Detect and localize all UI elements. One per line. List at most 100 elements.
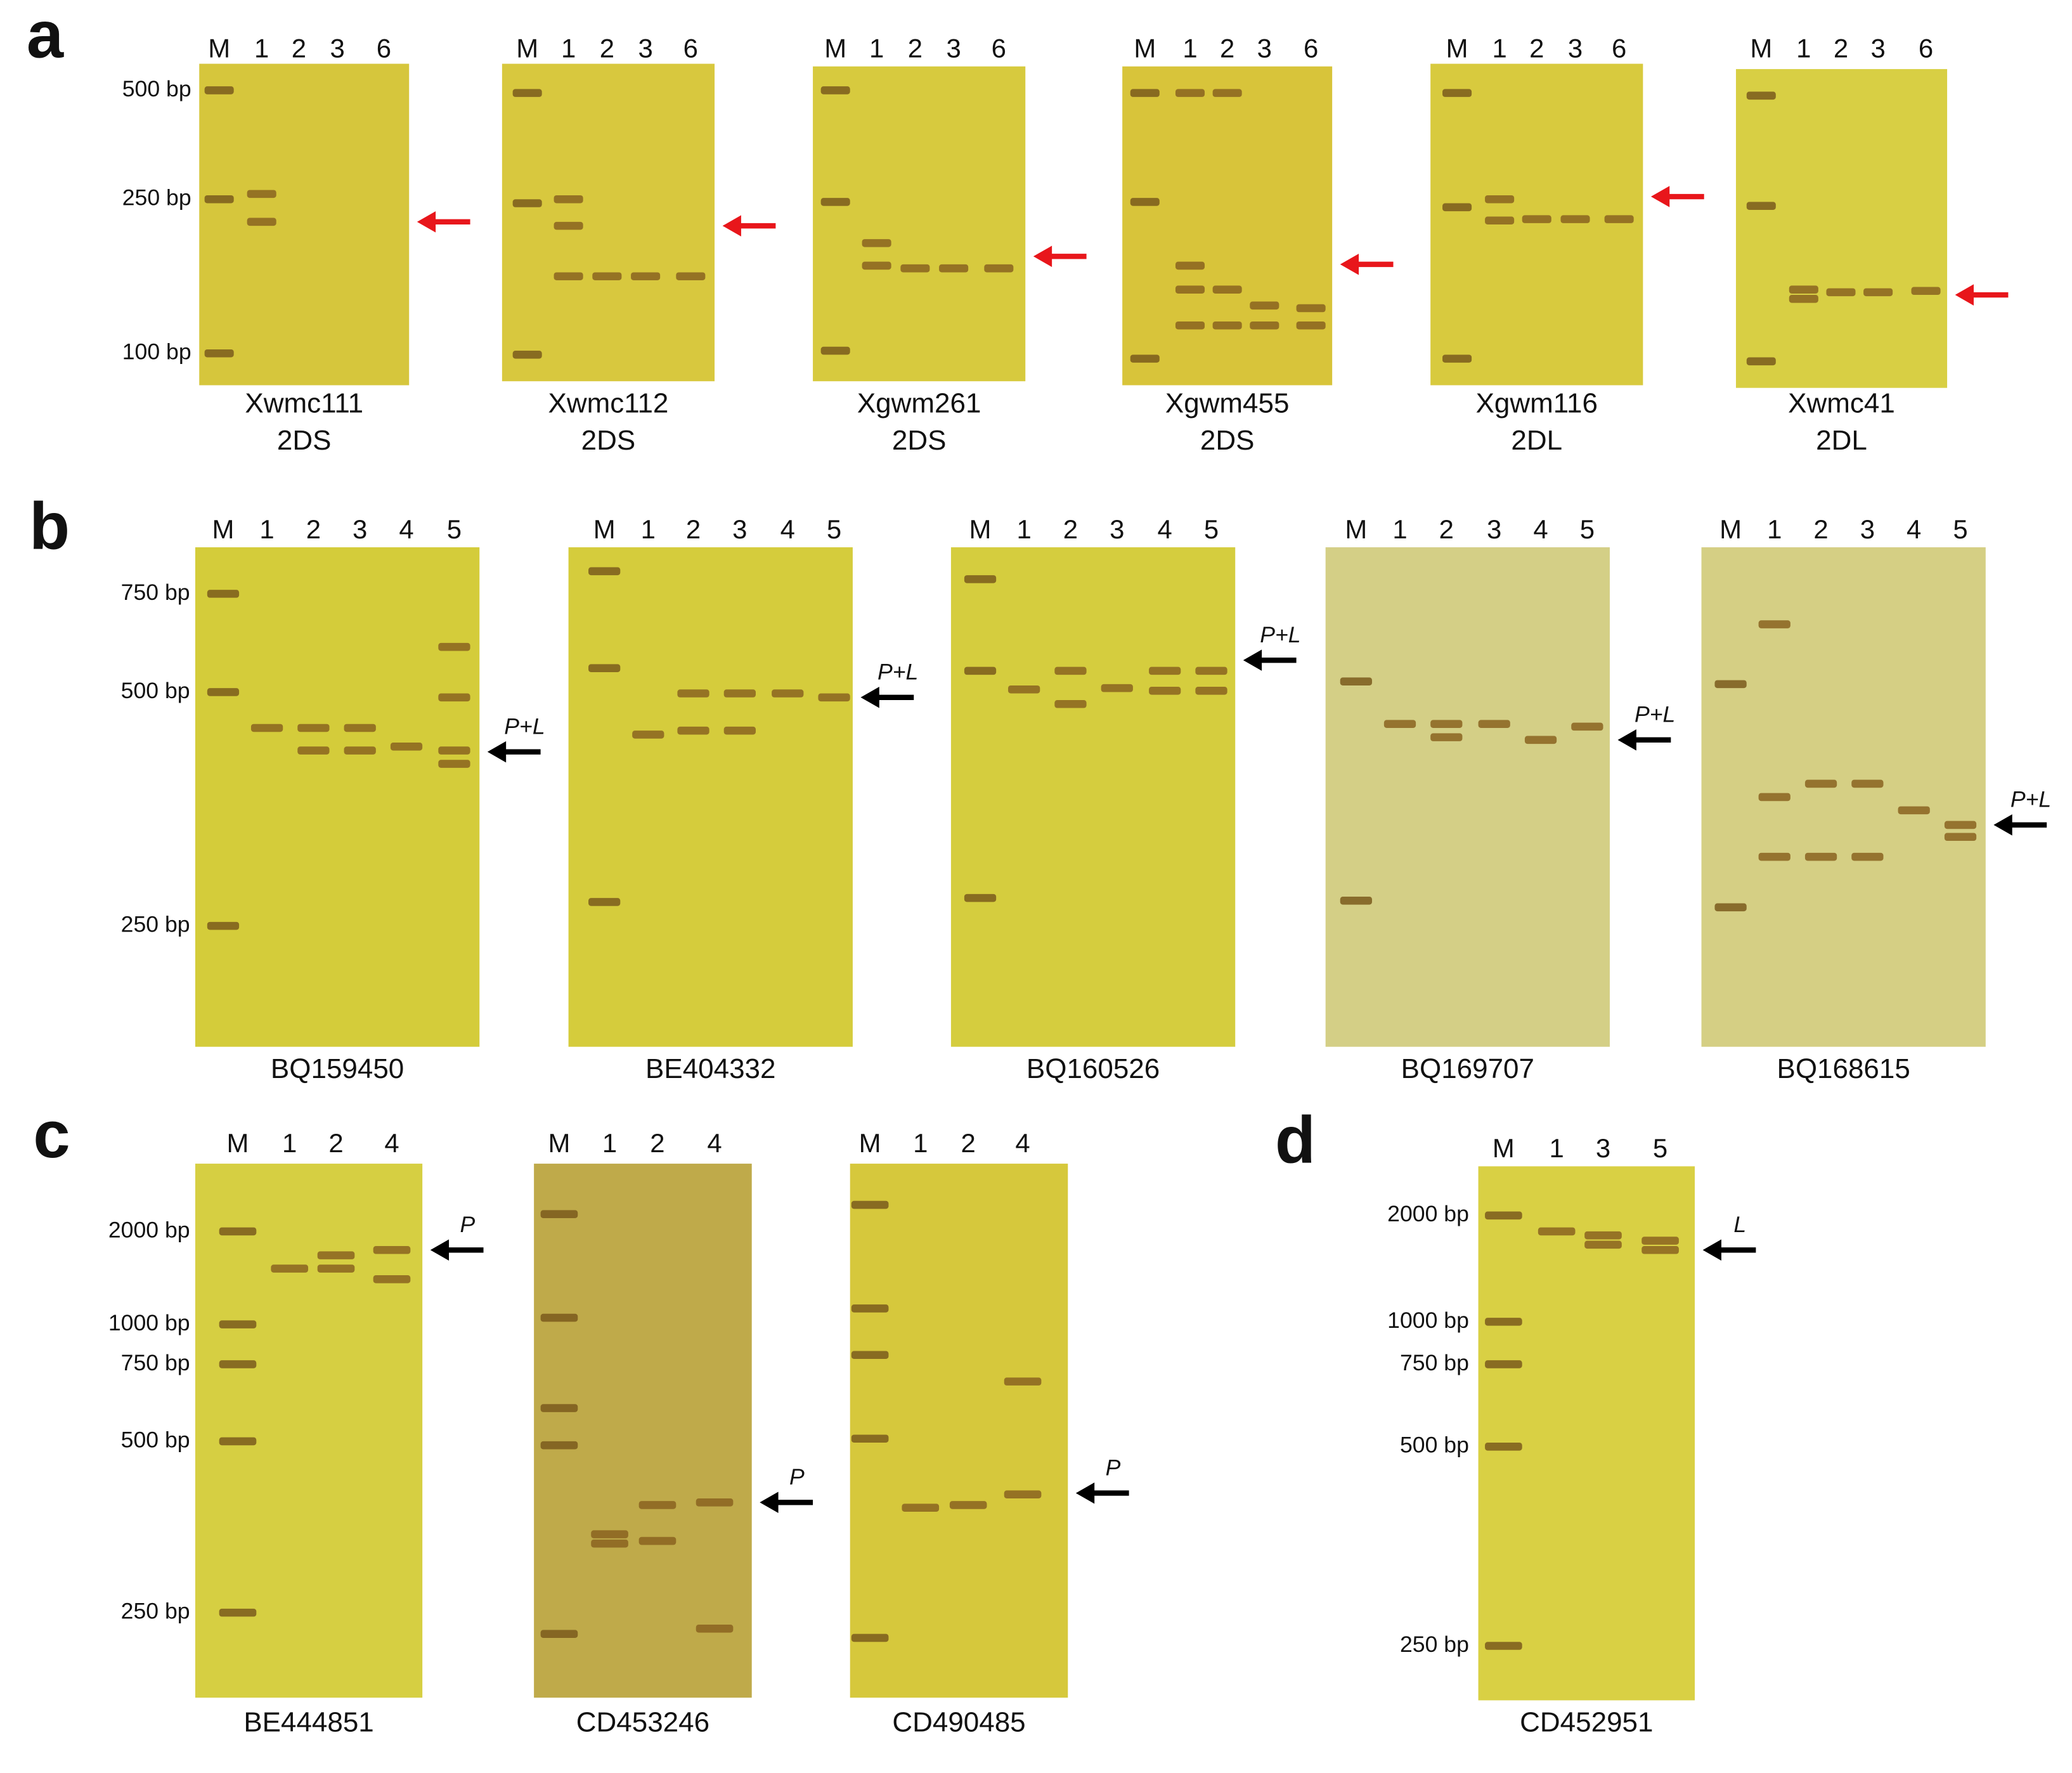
band	[219, 1437, 257, 1446]
lane-label: 2	[600, 34, 614, 63]
size-label: 500 bp	[122, 76, 191, 101]
arrow-head	[1617, 729, 1636, 751]
arrow-head	[1650, 186, 1670, 207]
arrow-head	[760, 1491, 779, 1514]
marker-name: CD452951	[1520, 1707, 1653, 1738]
band	[1714, 680, 1747, 689]
band	[677, 726, 709, 735]
lane-label: 1	[1016, 514, 1031, 544]
band	[1911, 287, 1941, 296]
gel-image	[1735, 68, 1948, 388]
band	[696, 1625, 734, 1633]
band	[207, 688, 240, 696]
arrow-label: P+L	[504, 713, 545, 739]
band	[554, 272, 583, 281]
gel-image	[813, 66, 1026, 382]
band	[1758, 852, 1790, 861]
band	[1054, 666, 1087, 675]
band	[317, 1251, 355, 1259]
band	[964, 893, 997, 902]
lane-label: 5	[447, 514, 462, 544]
chromosome-arm: 2DL	[1511, 425, 1562, 456]
band	[631, 272, 661, 281]
lane-label: 3	[1487, 514, 1501, 544]
arrow-head	[487, 741, 507, 763]
lane-label: 4	[1533, 514, 1548, 544]
band	[1175, 321, 1205, 330]
band	[1485, 1443, 1522, 1451]
lane-label: 1	[913, 1128, 928, 1158]
gel	[1478, 1166, 1695, 1701]
chromosome-arm: 2DL	[1816, 425, 1867, 456]
lane-label: M	[208, 34, 230, 63]
band	[1758, 620, 1790, 628]
lane-label: 2	[908, 34, 923, 63]
band	[949, 1501, 987, 1509]
band	[1175, 261, 1205, 270]
band	[772, 689, 804, 698]
lane-label: M	[1345, 514, 1367, 544]
gel-image	[502, 63, 715, 382]
band	[851, 1200, 889, 1209]
lane-label: 3	[1257, 34, 1272, 63]
band	[1442, 203, 1472, 212]
lane-label: 6	[377, 34, 391, 63]
band	[638, 1501, 677, 1509]
band	[390, 743, 423, 751]
lane-label: 1	[254, 34, 269, 63]
arrow-label: P	[460, 1212, 476, 1237]
band	[1149, 666, 1181, 675]
band	[247, 190, 276, 198]
band	[676, 272, 706, 281]
gel-image	[1701, 547, 1986, 1047]
lane-label: 3	[1596, 1133, 1610, 1163]
lane-label: 6	[683, 34, 698, 63]
lane-label: 5	[1953, 514, 1967, 544]
gel	[195, 547, 480, 1047]
band	[250, 724, 283, 732]
band	[1863, 288, 1893, 297]
band	[1195, 666, 1227, 675]
band	[723, 689, 756, 698]
band	[1212, 321, 1242, 330]
lane-label: 2	[961, 1128, 976, 1158]
size-label: 500 bp	[121, 1427, 190, 1452]
band	[344, 724, 376, 732]
band	[1714, 903, 1747, 912]
band	[1898, 806, 1930, 815]
lane-label: 4	[1907, 514, 1921, 544]
lane-label: 1	[1492, 34, 1506, 63]
band	[344, 746, 376, 755]
band	[696, 1498, 734, 1507]
gel	[950, 547, 1236, 1047]
band	[632, 731, 664, 739]
band	[317, 1264, 355, 1273]
arrow-label: P+L	[2010, 787, 2051, 812]
lane-label: 4	[707, 1128, 722, 1158]
lane-label: 4	[1158, 514, 1172, 544]
gel	[850, 1164, 1068, 1698]
size-label: 1000 bp	[108, 1310, 190, 1335]
band	[438, 642, 470, 651]
size-label: 750 bp	[121, 1350, 190, 1375]
band	[1944, 833, 1977, 841]
size-label: 500 bp	[1400, 1432, 1469, 1458]
lane-label: 2	[1439, 514, 1454, 544]
chromosome-arm: 2DS	[277, 425, 332, 456]
lane-label: 2	[1220, 34, 1234, 63]
lane-label: M	[1750, 34, 1772, 63]
band	[591, 1539, 628, 1548]
lane-label: 1	[1796, 34, 1811, 63]
band	[373, 1275, 411, 1283]
band	[984, 264, 1014, 273]
lane-label: 1	[1182, 34, 1197, 63]
lane-label: 1	[259, 514, 274, 544]
band	[1442, 89, 1472, 97]
lane-label: 2	[1529, 34, 1544, 63]
band	[902, 1503, 940, 1512]
lane-label: 4	[384, 1128, 399, 1158]
marker-name: Xwmc112	[548, 388, 669, 419]
arrow-label: P	[1106, 1455, 1121, 1480]
gel	[1325, 547, 1610, 1047]
